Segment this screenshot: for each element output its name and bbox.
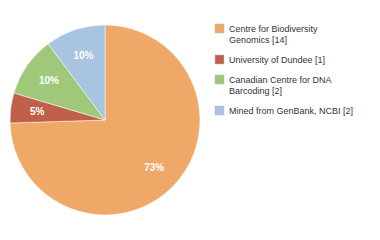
legend-label: Canadian Centre for DNABarcoding [2] bbox=[229, 75, 332, 96]
legend-swatch bbox=[215, 55, 224, 64]
legend-item: University of Dundee [1] bbox=[215, 55, 325, 65]
legend: Centre for BiodiversityGenomics [14] Univ… bbox=[215, 24, 353, 116]
data-label: 73% bbox=[144, 162, 164, 173]
pie: 73% 5% 10% 10% bbox=[10, 25, 200, 215]
data-label: 10% bbox=[73, 50, 93, 61]
legend-swatch bbox=[215, 75, 224, 84]
legend-label: Mined from GenBank, NCBI [2] bbox=[229, 106, 353, 116]
data-label: 5% bbox=[30, 106, 45, 117]
chart: 73% 5% 10% 10% Centre for BiodiversityGenomi… bbox=[0, 0, 380, 240]
legend-item: Mined from GenBank, NCBI [2] bbox=[215, 106, 353, 116]
pie-slice bbox=[10, 25, 200, 215]
legend-swatch bbox=[215, 24, 224, 33]
legend-swatch bbox=[215, 106, 224, 115]
legend-item: Centre for BiodiversityGenomics [14] bbox=[215, 24, 318, 45]
legend-label: University of Dundee [1] bbox=[229, 55, 325, 65]
legend-item: Canadian Centre for DNABarcoding [2] bbox=[215, 75, 332, 96]
legend-label: Centre for BiodiversityGenomics [14] bbox=[229, 24, 318, 45]
data-label: 10% bbox=[39, 75, 59, 86]
pie-slice bbox=[48, 25, 105, 120]
